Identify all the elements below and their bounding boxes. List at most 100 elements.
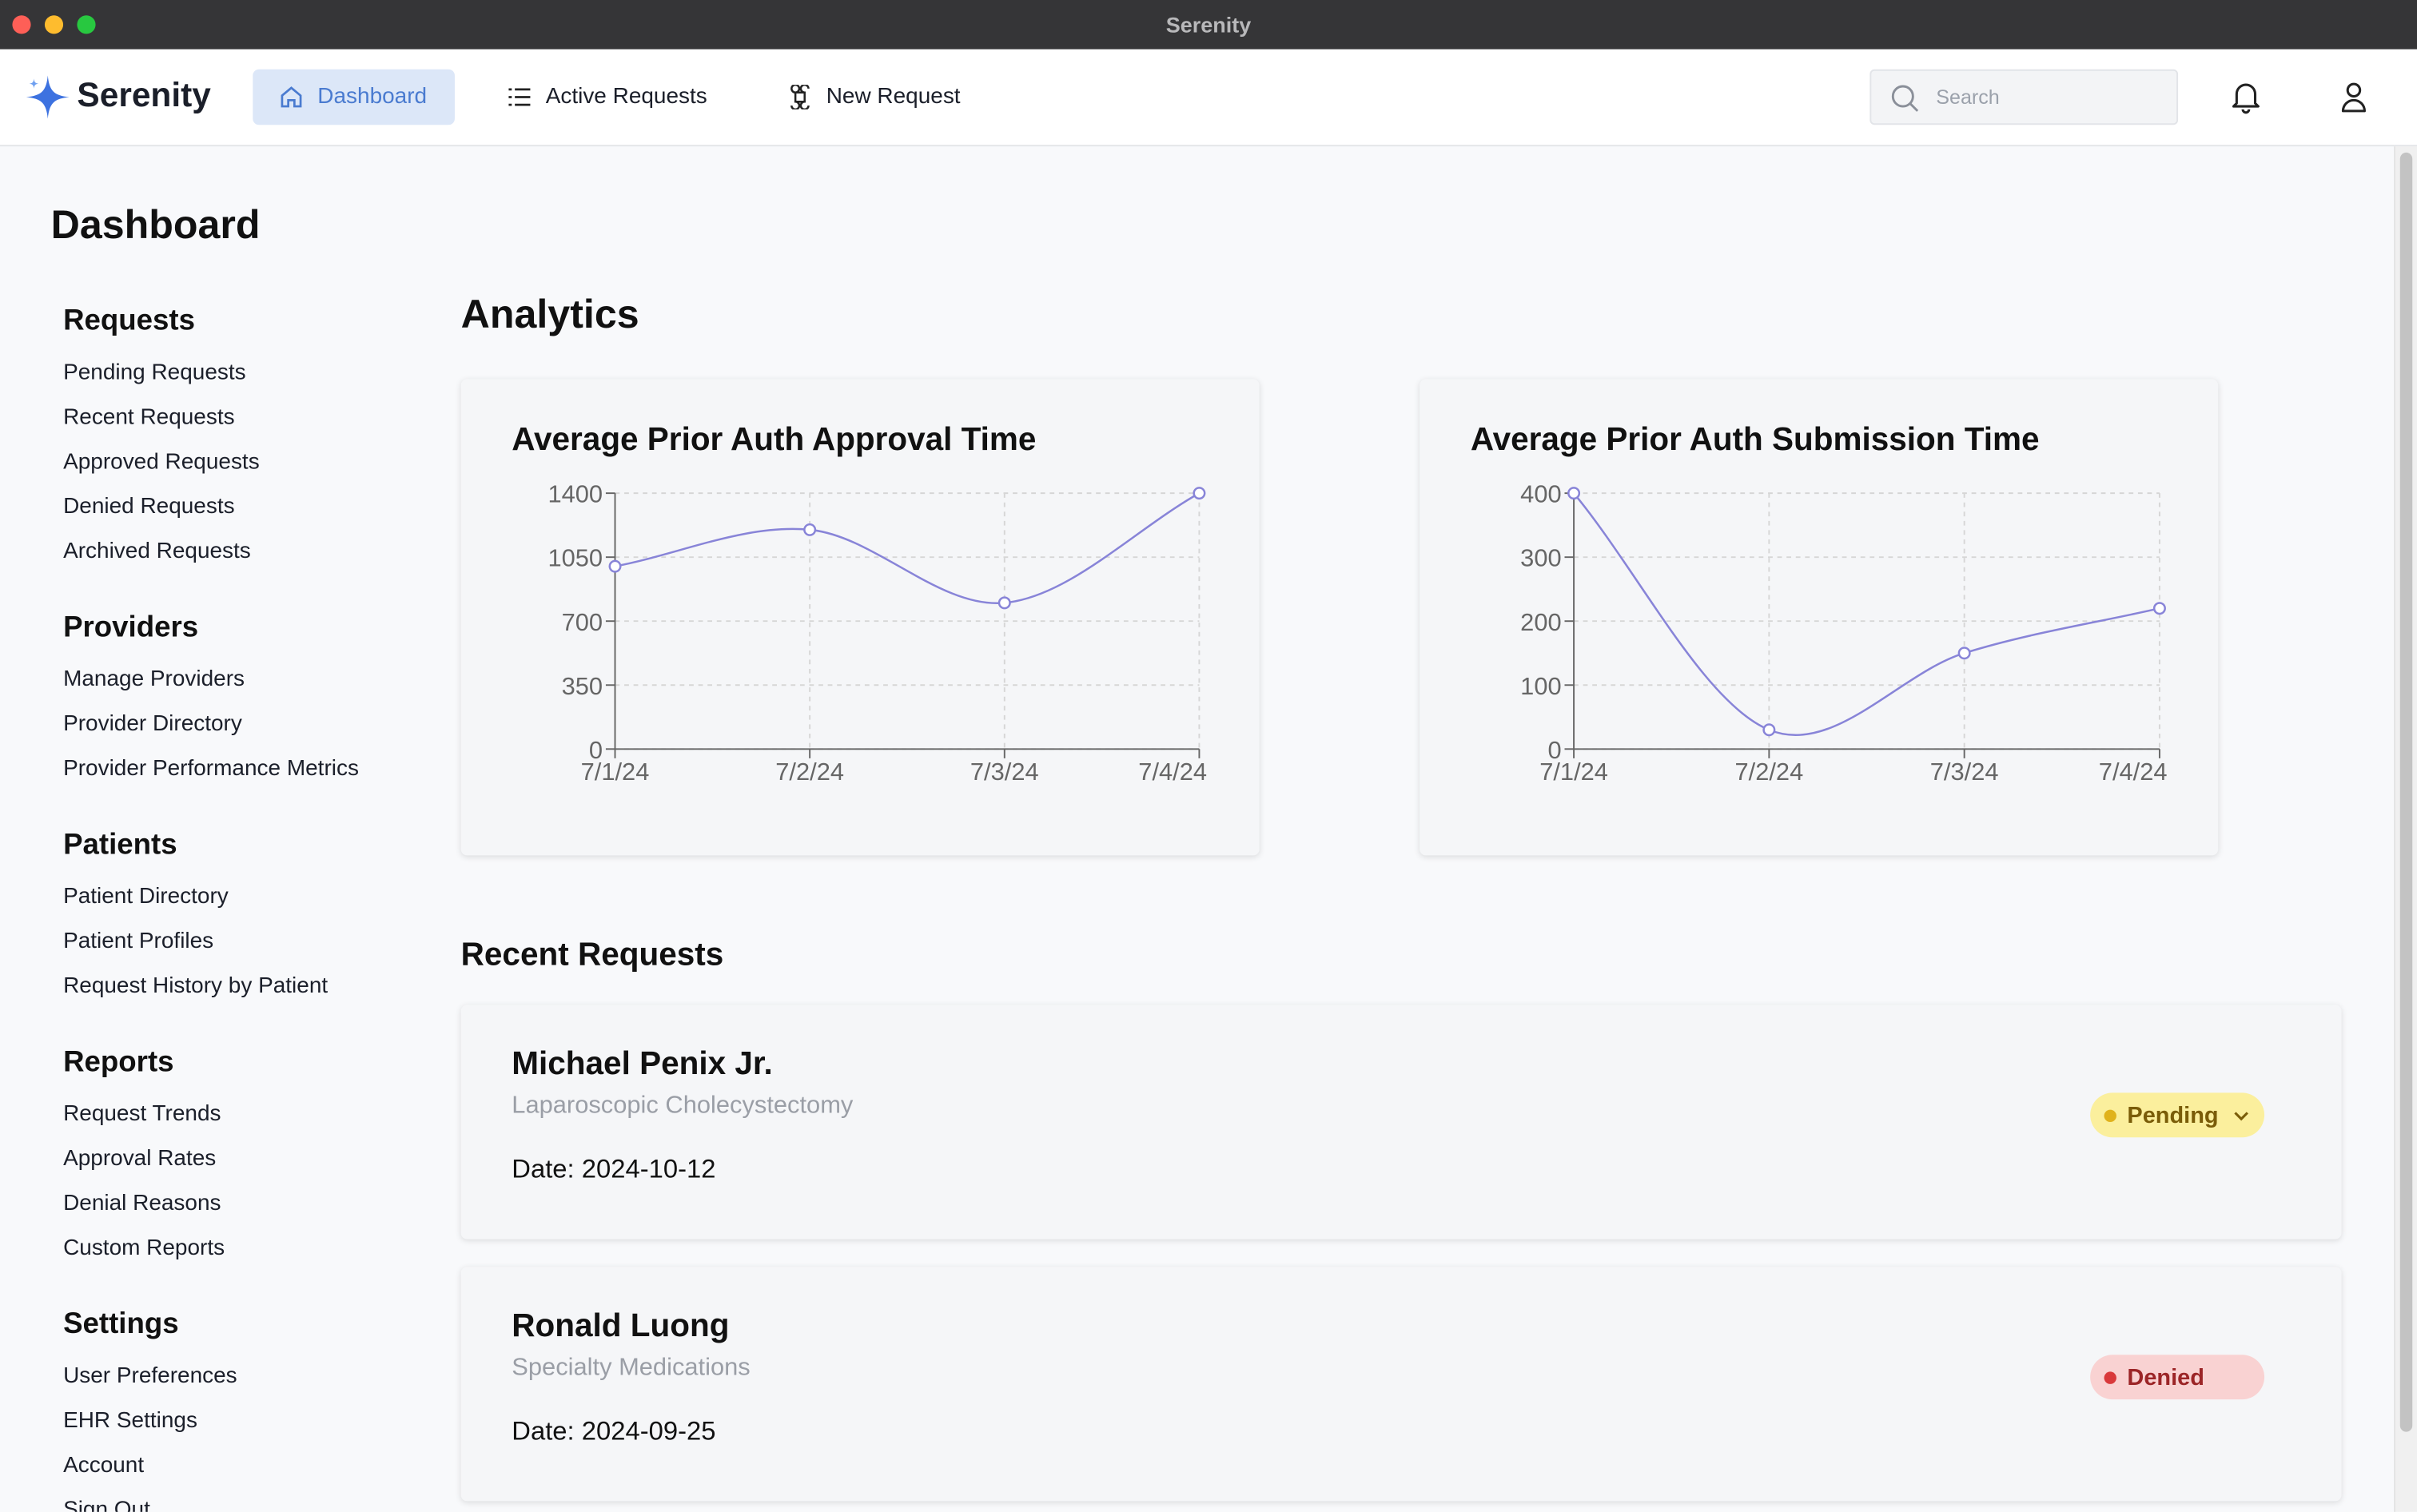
- x-tick-label: 7/3/24: [1930, 758, 1999, 786]
- status-badge[interactable]: Denied: [2090, 1355, 2265, 1400]
- nav-label: New Request: [826, 85, 961, 109]
- data-point: [1567, 487, 1581, 500]
- sidebar-heading: Reports: [63, 1046, 174, 1079]
- patient-name: Michael Penix Jr.: [512, 1046, 773, 1082]
- request-date: Date: 2024-09-25: [512, 1416, 716, 1446]
- y-tick-label: 200: [1520, 608, 1561, 636]
- status-dropdown-icon[interactable]: [2232, 1110, 2251, 1122]
- nav-active-requests[interactable]: Active Requests: [507, 70, 723, 125]
- chart-title: Average Prior Auth Submission Time: [1471, 420, 2040, 457]
- chart-card: [460, 379, 1260, 856]
- data-point: [608, 559, 622, 573]
- sidebar-link[interactable]: Pending Requests: [63, 360, 246, 386]
- data-line: [615, 492, 1201, 604]
- data-point: [803, 523, 817, 536]
- sidebar-link[interactable]: Patient Profiles: [63, 929, 214, 954]
- y-tick-label: 1050: [548, 544, 603, 572]
- window-title: Serenity: [1165, 12, 1252, 38]
- sidebar-link[interactable]: Approved Requests: [63, 450, 260, 475]
- nav-new-request[interactable]: New Request: [787, 70, 972, 125]
- y-tick-label: 0: [589, 736, 603, 764]
- nav-label: Active Requests: [545, 85, 707, 109]
- command-icon: [790, 85, 810, 109]
- data-point: [2152, 602, 2166, 615]
- profile-button[interactable]: [2339, 80, 2370, 113]
- nav-label: Dashboard: [317, 85, 428, 109]
- data-point: [1957, 647, 1971, 660]
- scrollbar[interactable]: [2394, 146, 2417, 1512]
- y-tick-label: 100: [1520, 672, 1561, 700]
- request-card[interactable]: Michael Penix Jr. Laparoscopic Cholecyste…: [460, 1005, 2342, 1239]
- request-date: Date: 2024-10-12: [512, 1154, 716, 1184]
- sidebar-link[interactable]: Denial Reasons: [63, 1191, 221, 1216]
- sidebar-link[interactable]: EHR Settings: [63, 1408, 197, 1434]
- patient-name: Ronald Luong: [512, 1308, 730, 1344]
- sidebar-link[interactable]: Sign Out: [63, 1498, 150, 1512]
- sidebar-link[interactable]: Archived Requests: [63, 539, 251, 564]
- status-dot: [2104, 1109, 2116, 1122]
- data-point: [1193, 487, 1206, 500]
- traffic-lights: [12, 15, 96, 34]
- sidebar-link[interactable]: Manage Providers: [63, 667, 245, 692]
- y-tick-label: 700: [562, 608, 603, 636]
- status-label: Pending: [2127, 1102, 2219, 1129]
- x-tick-label: 7/1/24: [1539, 758, 1608, 786]
- y-tick-label: 400: [1520, 480, 1561, 508]
- notifications-button[interactable]: [2231, 80, 2262, 114]
- y-tick-label: 0: [1547, 736, 1561, 764]
- x-tick-label: 7/1/24: [581, 758, 650, 786]
- nav-dashboard[interactable]: Dashboard: [253, 69, 455, 125]
- sidebar-link[interactable]: Approval Rates: [63, 1146, 217, 1172]
- sidebar-link[interactable]: Request Trends: [63, 1101, 221, 1127]
- sidebar-link[interactable]: Provider Performance Metrics: [63, 756, 359, 782]
- sidebar-link[interactable]: Recent Requests: [63, 405, 235, 431]
- logo-icon: [26, 75, 70, 119]
- brand[interactable]: Serenity: [77, 75, 211, 114]
- y-tick-label: 300: [1520, 544, 1561, 572]
- status-label: Denied: [2127, 1364, 2204, 1391]
- x-tick-label: 7/4/24: [1138, 758, 1207, 786]
- x-tick-label: 7/2/24: [1734, 758, 1803, 786]
- minimize-button[interactable]: [44, 15, 64, 34]
- procedure: Laparoscopic Cholecystectomy: [512, 1092, 854, 1120]
- sidebar-link[interactable]: Provider Directory: [63, 711, 242, 737]
- sidebar-link[interactable]: Custom Reports: [63, 1235, 225, 1261]
- sidebar-link[interactable]: User Preferences: [63, 1363, 237, 1389]
- x-tick-label: 7/4/24: [2099, 758, 2168, 786]
- sidebar-link[interactable]: Account: [63, 1453, 145, 1478]
- status-dot: [2104, 1371, 2116, 1384]
- sidebar-heading: Requests: [63, 304, 196, 338]
- recent-heading: Recent Requests: [460, 937, 724, 973]
- x-tick-label: 7/2/24: [775, 758, 844, 786]
- x-tick-label: 7/3/24: [970, 758, 1039, 786]
- close-button[interactable]: [12, 15, 31, 34]
- data-line: [1573, 492, 2160, 736]
- page-title: Dashboard: [50, 201, 261, 248]
- sidebar: Requests Pending Requests Recent Requests A…: [0, 0, 432, 1512]
- status-badge[interactable]: Pending: [2090, 1092, 2265, 1138]
- procedure: Specialty Medications: [512, 1355, 751, 1381]
- data-point: [1762, 723, 1776, 737]
- title-bar: Serenity: [0, 0, 2417, 50]
- y-tick-label: 1400: [548, 480, 603, 508]
- zoom-button[interactable]: [77, 15, 96, 34]
- search-icon: [1891, 85, 1919, 112]
- data-point: [997, 596, 1011, 610]
- search-box[interactable]: Search: [1869, 69, 2179, 125]
- sidebar-heading: Patients: [63, 829, 177, 862]
- sidebar-heading: Settings: [63, 1308, 179, 1341]
- sidebar-link[interactable]: Patient Directory: [63, 884, 229, 909]
- sidebar-heading: Providers: [63, 611, 199, 645]
- home-icon: [281, 86, 302, 108]
- y-tick-label: 350: [562, 672, 603, 700]
- chart-card: [1420, 379, 2219, 856]
- sidebar-link[interactable]: Denied Requests: [63, 495, 235, 519]
- scroll-thumb[interactable]: [2399, 152, 2413, 1432]
- sidebar-link[interactable]: Request History by Patient: [63, 973, 329, 999]
- nav-bar: Serenity Dashboard Active Requests New R…: [0, 49, 2417, 147]
- request-card[interactable]: Ronald Luong Specialty Medications Date: 2…: [460, 1267, 2342, 1502]
- search-placeholder: Search: [1936, 86, 2000, 109]
